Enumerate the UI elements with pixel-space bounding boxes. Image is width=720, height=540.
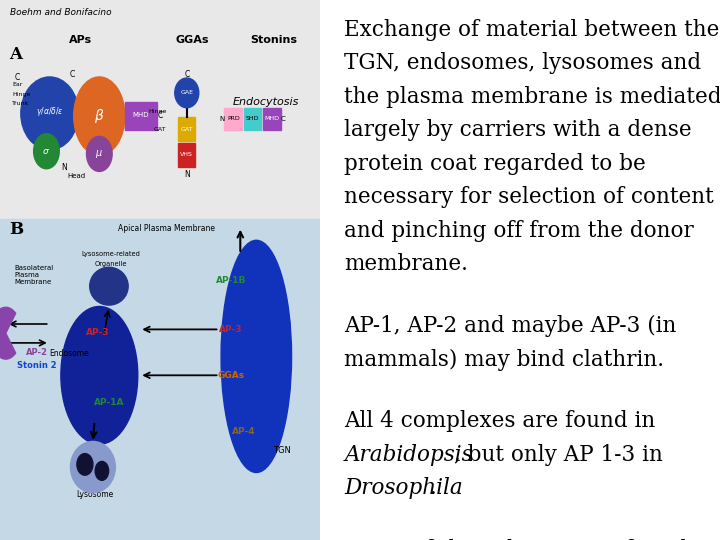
Text: MHD: MHD xyxy=(132,112,149,118)
Text: C: C xyxy=(15,73,20,82)
Text: VHS: VHS xyxy=(180,152,193,158)
Text: Basolateral
Plasma
Membrane: Basolateral Plasma Membrane xyxy=(14,265,54,286)
Text: Lysosome-related: Lysosome-related xyxy=(81,251,140,257)
Bar xyxy=(225,108,242,130)
Text: N: N xyxy=(220,116,225,122)
Text: $\mu$: $\mu$ xyxy=(95,148,103,160)
Text: Endosome: Endosome xyxy=(50,349,89,358)
Text: Drosophila: Drosophila xyxy=(344,477,463,500)
Text: Hinge: Hinge xyxy=(148,109,166,114)
Ellipse shape xyxy=(221,240,292,472)
Text: PRD: PRD xyxy=(227,116,240,122)
Text: Ear: Ear xyxy=(12,82,22,87)
Text: GAT: GAT xyxy=(154,126,166,132)
Text: GAT: GAT xyxy=(181,126,193,132)
Text: N: N xyxy=(96,163,102,172)
Bar xyxy=(0,0,320,219)
Text: the plasma membrane is mediated: the plasma membrane is mediated xyxy=(344,86,720,108)
Text: Many of the subunits are found as: Many of the subunits are found as xyxy=(344,539,719,540)
Text: and pinching off from the donor: and pinching off from the donor xyxy=(344,220,694,242)
Text: AP-4: AP-4 xyxy=(232,428,256,436)
Text: TGN, endosomes, lysosomes and: TGN, endosomes, lysosomes and xyxy=(344,52,701,75)
Text: C: C xyxy=(158,111,163,119)
Text: C: C xyxy=(69,70,75,79)
Text: $\sigma$: $\sigma$ xyxy=(42,147,50,156)
Text: AP-1B: AP-1B xyxy=(215,276,246,285)
Text: AP-1A: AP-1A xyxy=(94,398,124,407)
Text: mammals) may bind clathrin.: mammals) may bind clathrin. xyxy=(344,349,665,370)
Ellipse shape xyxy=(90,267,128,305)
Ellipse shape xyxy=(34,133,59,168)
Bar xyxy=(125,102,157,130)
Text: GGAs: GGAs xyxy=(217,371,244,380)
Text: Lysosome: Lysosome xyxy=(76,490,113,499)
Text: C: C xyxy=(281,116,285,122)
Text: protein coat regarded to be: protein coat regarded to be xyxy=(344,153,646,175)
Ellipse shape xyxy=(175,78,199,108)
Text: .: . xyxy=(431,477,437,500)
Text: All 4 complexes are found in: All 4 complexes are found in xyxy=(344,410,656,433)
Text: largely by carriers with a dense: largely by carriers with a dense xyxy=(344,119,692,141)
Ellipse shape xyxy=(86,137,112,172)
Text: $\beta$: $\beta$ xyxy=(94,107,104,125)
Ellipse shape xyxy=(61,307,138,444)
Text: APs: APs xyxy=(68,35,91,45)
Bar xyxy=(178,143,195,167)
Text: C: C xyxy=(184,70,189,79)
Text: necessary for selection of content: necessary for selection of content xyxy=(344,186,714,208)
Text: AP-3: AP-3 xyxy=(86,328,109,336)
Text: SHD: SHD xyxy=(246,116,259,122)
Ellipse shape xyxy=(21,77,78,150)
Text: Endocytosis: Endocytosis xyxy=(233,97,299,107)
Text: , but only AP 1-3 in: , but only AP 1-3 in xyxy=(454,444,663,466)
Ellipse shape xyxy=(71,442,115,492)
Wedge shape xyxy=(0,307,16,359)
Text: AP-2: AP-2 xyxy=(26,348,48,357)
Text: B: B xyxy=(9,221,24,238)
Text: Exchange of material between the: Exchange of material between the xyxy=(344,19,720,41)
Ellipse shape xyxy=(95,461,109,481)
Text: MHD: MHD xyxy=(264,116,279,122)
Text: GAE: GAE xyxy=(180,90,193,96)
Ellipse shape xyxy=(77,454,93,475)
Bar xyxy=(178,117,195,141)
Text: Arabidopsis: Arabidopsis xyxy=(344,444,473,466)
Text: Apical Plasma Membrane: Apical Plasma Membrane xyxy=(118,224,215,233)
Text: A: A xyxy=(9,46,22,63)
Text: Organelle: Organelle xyxy=(94,261,127,267)
Bar xyxy=(0,219,320,540)
Text: Stonin 2: Stonin 2 xyxy=(17,361,57,370)
Text: membrane.: membrane. xyxy=(344,253,468,275)
Text: AP-3: AP-3 xyxy=(219,325,243,334)
Text: Hinge: Hinge xyxy=(12,92,30,97)
Text: TGN: TGN xyxy=(273,447,291,455)
Text: GGAs: GGAs xyxy=(176,35,209,45)
Bar xyxy=(243,108,261,130)
Ellipse shape xyxy=(73,77,125,155)
Text: N: N xyxy=(61,163,67,172)
Bar xyxy=(263,108,281,130)
Text: N: N xyxy=(184,170,189,179)
Text: Head: Head xyxy=(68,172,86,179)
Text: $\gamma/\alpha/\delta/\varepsilon$: $\gamma/\alpha/\delta/\varepsilon$ xyxy=(36,105,63,118)
Text: Boehm and Bonifacino: Boehm and Bonifacino xyxy=(9,8,111,17)
Text: Trunk: Trunk xyxy=(12,101,30,106)
Text: Stonins: Stonins xyxy=(251,35,297,45)
Text: AP-1, AP-2 and maybe AP-3 (in: AP-1, AP-2 and maybe AP-3 (in xyxy=(344,315,677,337)
